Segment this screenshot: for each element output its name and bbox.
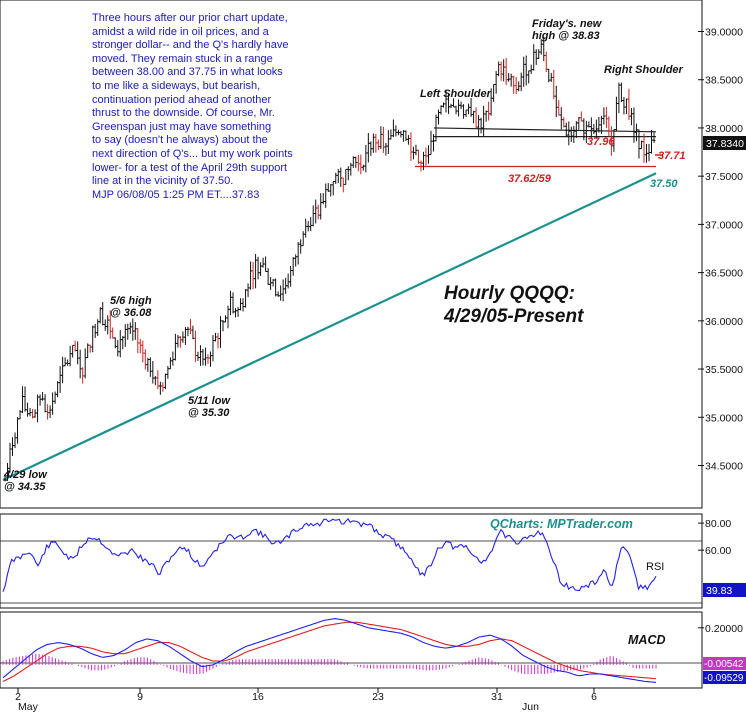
- commentary-line: continuation period ahead of another: [92, 93, 272, 106]
- commentary-line: to say (doesn't he always) about the: [92, 134, 268, 147]
- commentary-line: stronger dollar-- and the Q's hardly hav…: [92, 39, 289, 52]
- macd-hist-value-badge: [703, 657, 746, 670]
- price-axis-tick-label: 34.5000: [705, 461, 743, 473]
- macd-value-badge: [703, 671, 746, 684]
- rsi-value: 39.83: [706, 585, 732, 597]
- price-bars: [3, 36, 656, 482]
- annotation-label: 4/29 low: [3, 469, 48, 481]
- price-panel-frame: [0, 0, 703, 509]
- macd-signal-line: [2, 621, 657, 682]
- rsi-axis-tick-label: 80.00: [705, 518, 731, 530]
- price-axis-tick-label: 38.0000: [705, 123, 743, 135]
- price-axis-tick-label: 37.5000: [705, 171, 743, 183]
- annotation-label: Friday's. new: [532, 18, 603, 30]
- x-axis-tick-label: 2: [15, 691, 21, 703]
- price-axis-tick-label: 37.0000: [705, 219, 743, 231]
- x-axis-month-label: May: [18, 701, 39, 712]
- x-axis-tick-label: 9: [137, 691, 143, 703]
- commentary-line: Greenspan just may have something: [92, 120, 272, 133]
- x-axis-tick-label: 23: [372, 691, 384, 703]
- commentary-line: to me like a sideways, but bearish,: [92, 79, 261, 92]
- x-axis: 2 9 16 23 31 6 May Jun: [15, 688, 597, 712]
- annotation-label: 37.62/59: [508, 173, 552, 185]
- macd-value: -0.09529: [704, 673, 744, 684]
- annotation-label: 37.71: [658, 150, 686, 162]
- price-axis-tick-label: 39.0000: [705, 27, 743, 39]
- chart-title-line-2: 4/29/05-Present: [444, 306, 584, 327]
- macd-hist-value: -0.00542: [704, 659, 744, 670]
- annotation-label: 5/6 high: [110, 295, 152, 307]
- rsi-value-badge: [703, 583, 746, 597]
- annotation-label: Right Shoulder: [604, 64, 684, 76]
- price-axis-tick-label: 35.5000: [705, 364, 743, 376]
- macd-label: MACD: [628, 633, 666, 647]
- annotation-label: 5/11 low: [188, 395, 231, 407]
- annotation-label: 37.50: [650, 178, 678, 190]
- price-axis-tick-label: 35.0000: [705, 412, 743, 424]
- rsi-label: RSI: [646, 561, 664, 573]
- rsi-axis: 80.00 60.00: [698, 518, 731, 557]
- rsi-axis-tick-label: 60.00: [705, 545, 731, 557]
- macd-axis: 0.20000: [698, 623, 743, 635]
- commentary-line: lower- for a test of the April 29th supp…: [92, 161, 288, 174]
- chart-title: Hourly QQQQ: 4/29/05-Present: [444, 282, 644, 328]
- annotation-label: @ 34.35: [4, 481, 46, 493]
- commentary-line: line at in the vicinity of 37.50.: [92, 175, 234, 188]
- last-price-value: 37.8340: [706, 138, 744, 150]
- commentary-line: moved. They remain stuck in a range: [92, 52, 273, 65]
- macd-line: [2, 618, 657, 683]
- price-axis: 39.0000 38.5000 38.0000 37.5000 37.0000 36.50…: [698, 27, 743, 473]
- price-annotations: 4/29 low@ 34.35 5/6 high@ 36.08 5/11 low@ …: [3, 18, 686, 493]
- price-axis-tick-label: 36.5000: [705, 268, 743, 280]
- rsi-line: [2, 518, 657, 592]
- annotation-label: @ 36.08: [110, 307, 152, 319]
- overlay-line: [433, 127, 657, 133]
- x-axis-month-label: Jun: [522, 701, 539, 712]
- annotation-label: Left Shoulder: [420, 88, 492, 100]
- x-axis-tick-label: 6: [591, 691, 597, 703]
- commentary-line: thrust to the downside. Of course, Mr.: [92, 107, 275, 120]
- x-axis-tick-label: 16: [252, 691, 264, 703]
- commentary-line: MJP 06/08/05 1:25 PM ET....37.83: [92, 188, 260, 201]
- source-label: QCharts: MPTrader.com: [490, 517, 633, 531]
- annotation-label: @ 35.30: [188, 407, 230, 419]
- commentary-line: Three hours after our prior chart update…: [92, 12, 288, 24]
- x-axis-tick-label: 31: [491, 691, 503, 703]
- commentary-line: between 38.00 and 37.75 in what looks: [92, 66, 283, 79]
- overlay-line: [2, 172, 657, 481]
- commentary-line: next direction of Q's... but my work poi…: [92, 147, 293, 160]
- annotation-label: high @ 38.83: [532, 30, 600, 42]
- price-axis-tick-label: 36.0000: [705, 316, 743, 328]
- price-axis-tick-label: 38.5000: [705, 75, 743, 87]
- commentary-line: amidst a wild ride in oil prices, and a: [92, 25, 269, 38]
- annotation-label: 37.96: [587, 136, 615, 148]
- last-price-badge: [703, 136, 746, 150]
- chart-title-line-1: Hourly QQQQ:: [444, 283, 575, 304]
- price-overlay-lines: [2, 127, 657, 481]
- macd-panel-frame: [0, 611, 703, 689]
- commentary-text: Three hours after our prior chart update…: [92, 12, 322, 202]
- macd-axis-tick-label: 0.20000: [705, 623, 743, 635]
- rsi-panel-frame: [0, 513, 703, 609]
